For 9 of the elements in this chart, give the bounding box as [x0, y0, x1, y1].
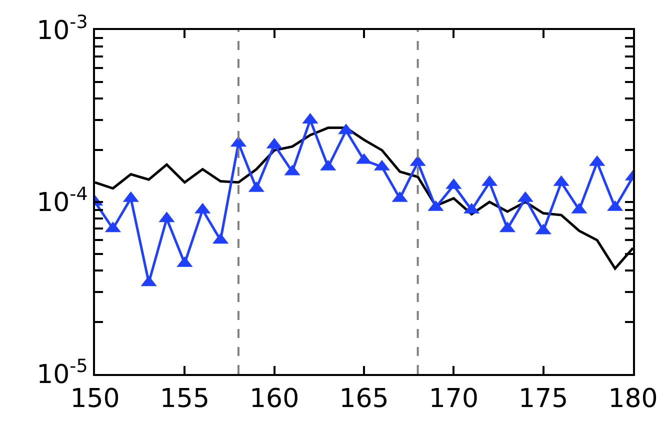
x-tick-label: 175 [518, 384, 568, 414]
x-tick-label: 160 [250, 384, 300, 414]
x-tick-label: 165 [339, 384, 389, 414]
x-tick-label: 150 [70, 384, 120, 414]
x-tick-label: 170 [428, 384, 478, 414]
y-tick-label: 10$^{-3}$ [36, 12, 88, 46]
x-tick-label: 155 [160, 384, 210, 414]
y-tick-label: 10$^{-4}$ [36, 184, 88, 218]
x-tick-label: 180 [608, 384, 658, 414]
